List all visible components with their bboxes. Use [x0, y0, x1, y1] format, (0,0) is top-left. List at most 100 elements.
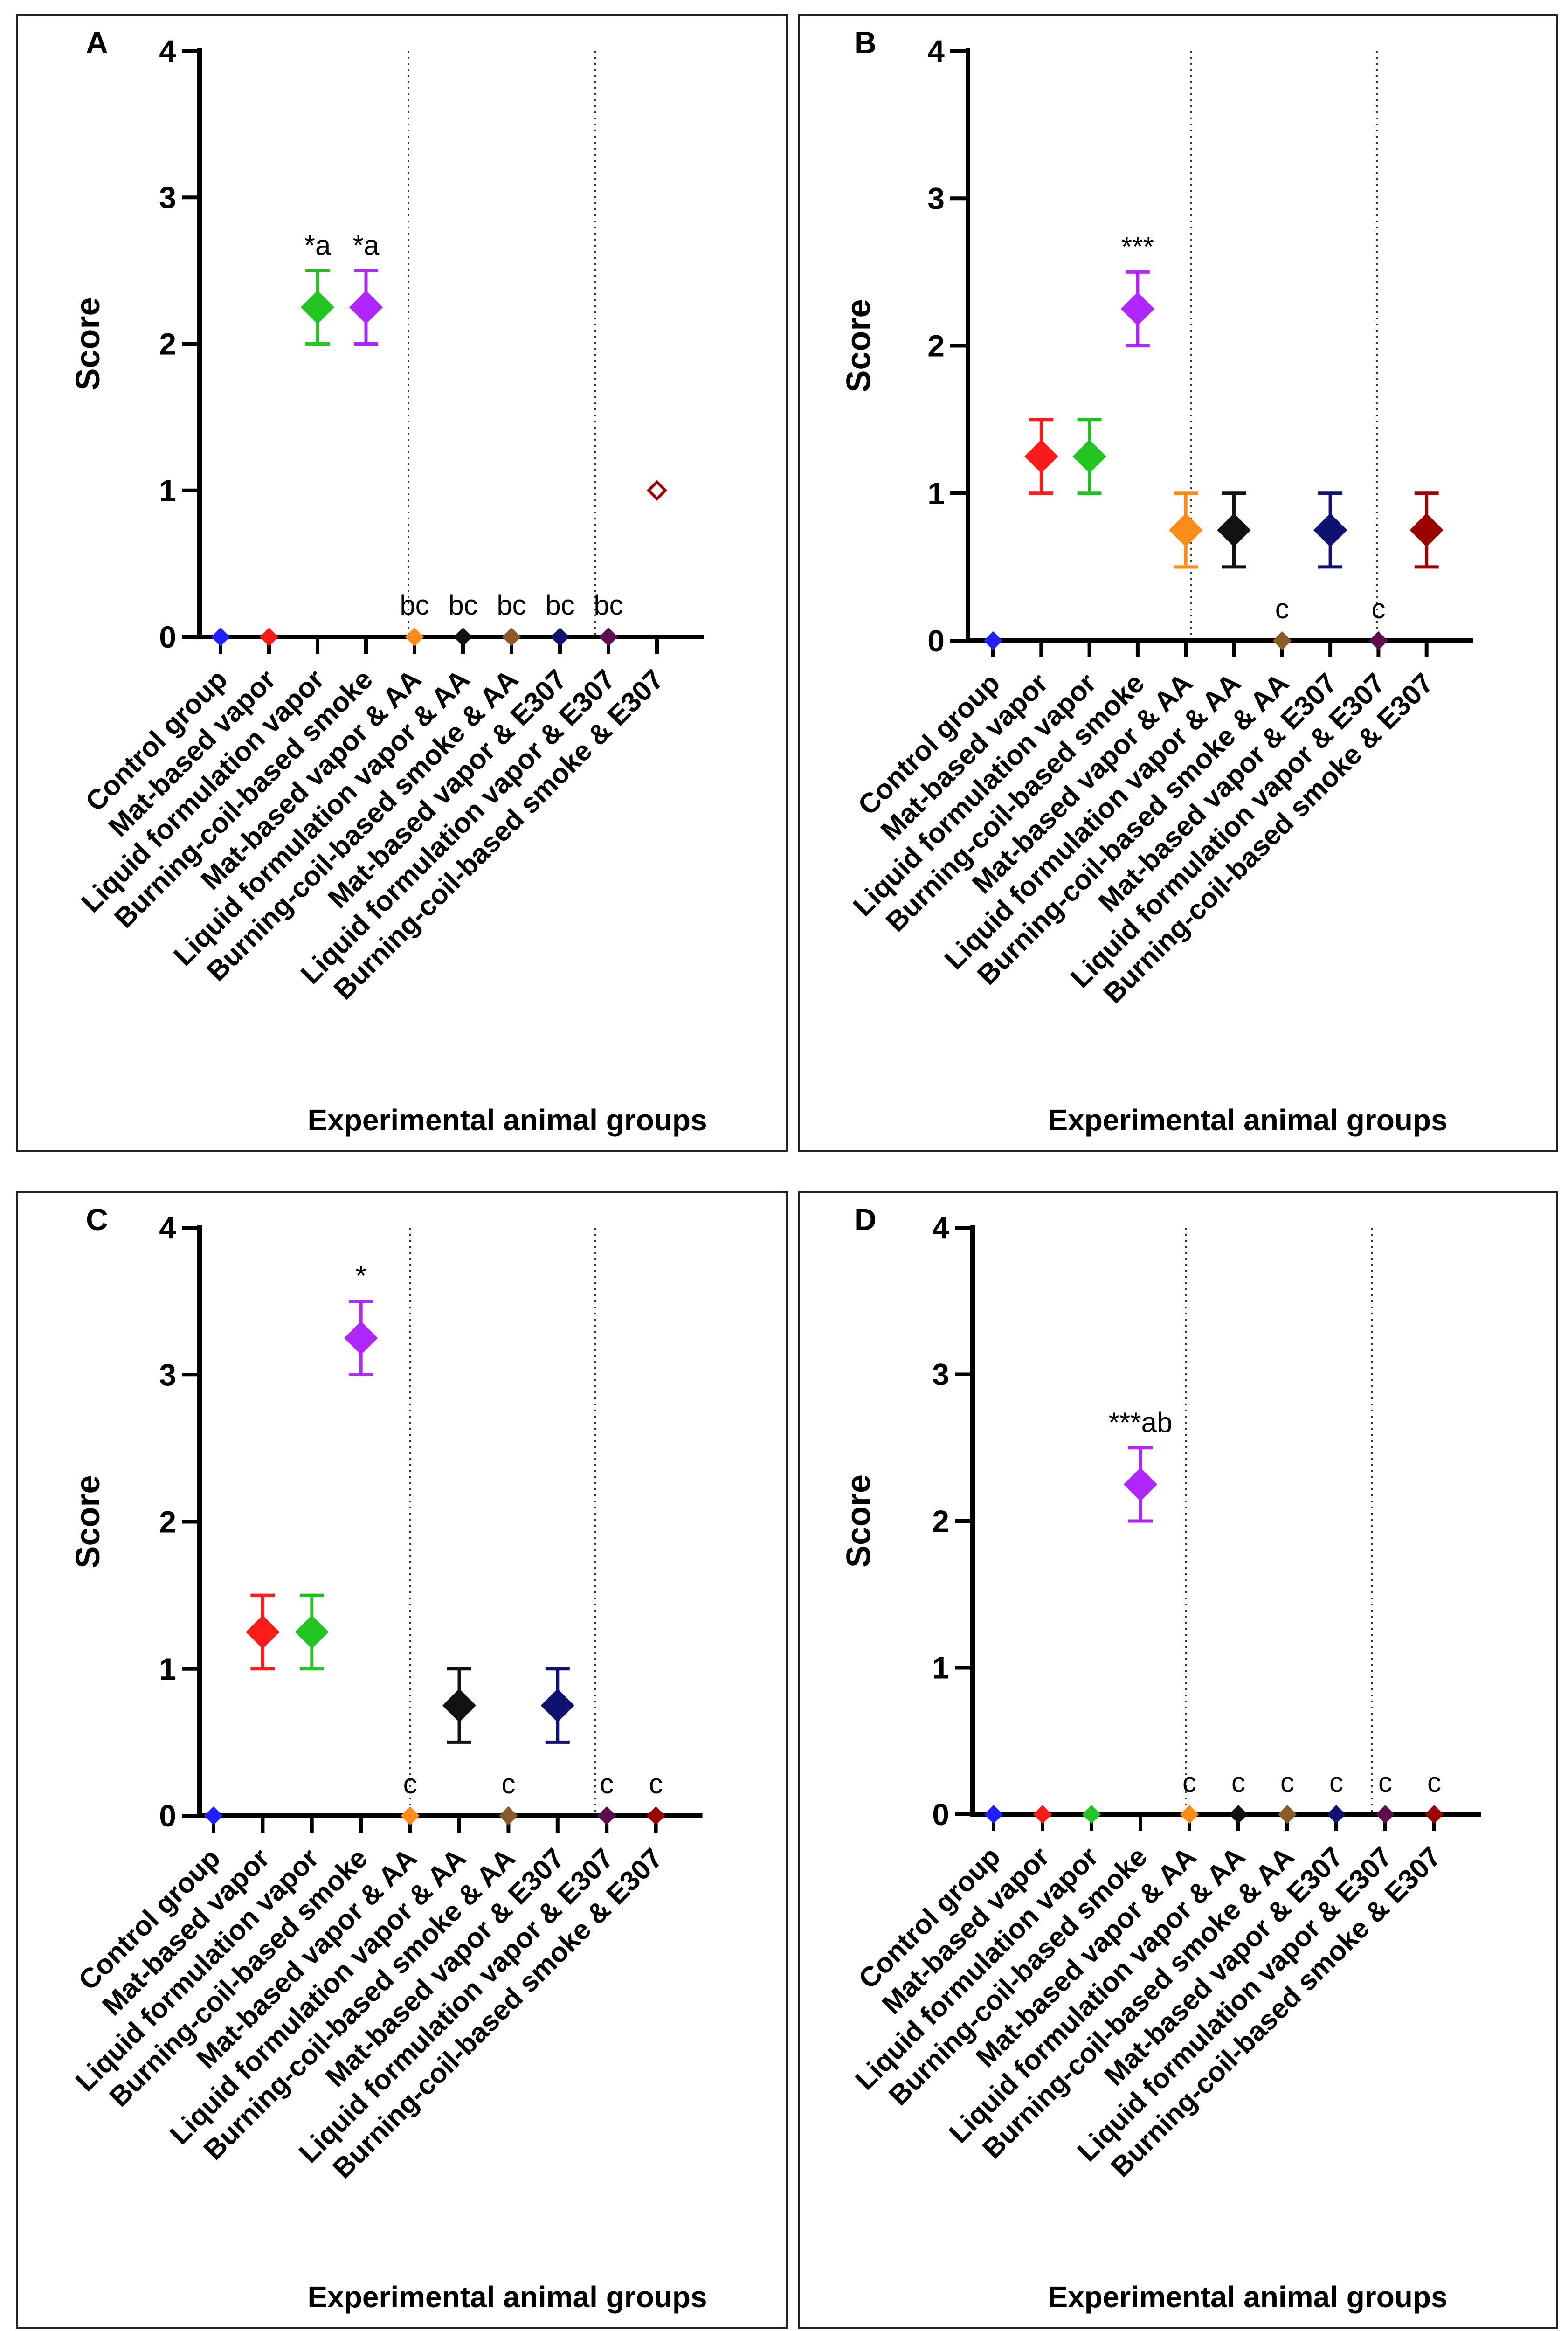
data-point-8 [1375, 1805, 1395, 1824]
y-tick-label-2: 2 [927, 329, 945, 363]
y-tick-label-1: 1 [932, 1651, 949, 1685]
annotation-3: *a [353, 229, 380, 261]
y-tick-label-3: 3 [927, 181, 945, 215]
annotation-4: c [403, 1768, 417, 1799]
y-tick-label-0: 0 [927, 623, 945, 658]
y-tick-label-4: 4 [159, 1210, 176, 1245]
y-tick-label-4: 4 [932, 1210, 949, 1245]
x-axis-title: Experimental animal groups [1048, 1103, 1447, 1137]
data-point-0 [983, 631, 1003, 650]
data-point-1 [1033, 1805, 1052, 1824]
data-point-4 [405, 627, 424, 647]
y-tick-label-1: 1 [159, 473, 176, 508]
data-point-4 [1169, 513, 1203, 547]
data-point-0 [211, 627, 230, 647]
annotation-5: c [1231, 1767, 1245, 1798]
annotation-9: c [649, 1768, 663, 1799]
y-tick-label-2: 2 [159, 1505, 176, 1539]
data-point-8 [1369, 631, 1388, 650]
data-point-5 [442, 1688, 477, 1722]
data-point-3 [344, 1321, 378, 1355]
data-point-8 [597, 1806, 616, 1826]
panel-a-label: A [86, 25, 108, 60]
y-tick-label-4: 4 [927, 34, 945, 68]
y-tick-label-2: 2 [932, 1504, 949, 1538]
data-point-0 [984, 1805, 1003, 1824]
annotation-7: c [1329, 1767, 1343, 1798]
annotation-8: c [1378, 1767, 1392, 1798]
data-point-5 [1229, 1805, 1248, 1824]
x-axis-title: Experimental animal groups [1048, 2280, 1447, 2314]
data-point-2 [300, 290, 335, 325]
panel-b: B 0 1 2 3 4 Score Control group Mat-based vapor L… [798, 14, 1558, 1152]
data-point-9 [1424, 1805, 1444, 1824]
y-axis-title: Score [840, 299, 877, 392]
data-point-3 [1123, 1467, 1158, 1501]
annotation-7: bc [545, 589, 574, 621]
y-tick-label-0: 0 [932, 1797, 949, 1832]
annotation-8: c [600, 1768, 614, 1799]
panel-d-label: D [854, 1202, 877, 1237]
panel-c-label: C [86, 1202, 108, 1237]
annotation-3: ***ab [1109, 1407, 1173, 1438]
y-tick-label-2: 2 [159, 327, 176, 361]
data-point-5 [453, 627, 473, 647]
data-point-4 [401, 1806, 420, 1826]
data-point-2 [1082, 1805, 1101, 1824]
y-tick-label-1: 1 [927, 476, 945, 511]
y-axis-title: Score [69, 1475, 107, 1568]
y-tick-label-1: 1 [159, 1652, 176, 1686]
data-point-9 [646, 1806, 665, 1826]
data-point-1 [1024, 439, 1058, 473]
annotation-6: c [501, 1768, 515, 1799]
x-axis-title: Experimental animal groups [307, 1103, 707, 1137]
annotation-5: bc [448, 589, 477, 621]
y-tick-label-0: 0 [159, 1798, 176, 1833]
annotation-3: * [356, 1260, 366, 1292]
annotation-8: c [1371, 593, 1385, 624]
data-point-0 [204, 1806, 223, 1826]
data-point-8 [599, 627, 618, 647]
panel-c: C 0 1 2 3 4 Score Control group Mat-based vapor L… [16, 1191, 788, 2329]
data-point-7 [1313, 513, 1347, 547]
data-point-9 [1409, 513, 1444, 547]
y-tick-label-3: 3 [932, 1357, 949, 1392]
panel-d: D 0 1 2 3 4 Score Control group Mat-based vapor L… [798, 1191, 1558, 2329]
y-tick-label-3: 3 [159, 180, 176, 214]
panel-b-label: B [854, 25, 877, 60]
annotation-3: *** [1121, 231, 1154, 262]
data-point-3 [1120, 292, 1155, 326]
data-point-1 [246, 1615, 280, 1649]
y-axis-title: Score [840, 1474, 877, 1568]
data-point-2 [1072, 439, 1106, 473]
data-point-6 [499, 1806, 518, 1826]
y-tick-label-3: 3 [159, 1357, 176, 1392]
data-point-5 [1217, 513, 1251, 547]
data-point-6 [1272, 631, 1292, 650]
panel-a: A 0 1 2 3 4 Score Control group Mat-based vapor L… [16, 14, 788, 1152]
y-axis-title: Score [69, 297, 107, 390]
annotation-6: bc [497, 589, 526, 621]
data-point-9 [646, 480, 668, 501]
data-point-7 [550, 627, 570, 647]
data-point-3 [349, 290, 383, 325]
x-axis-title: Experimental animal groups [307, 2280, 707, 2314]
data-point-6 [502, 627, 521, 647]
annotation-4: c [1182, 1767, 1196, 1798]
data-point-1 [259, 627, 279, 647]
y-tick-label-0: 0 [159, 620, 176, 654]
annotation-9: c [1427, 1767, 1441, 1798]
data-point-6 [1278, 1805, 1297, 1824]
data-point-7 [1326, 1805, 1346, 1824]
annotation-8: bc [594, 589, 623, 621]
annotation-6: c [1275, 593, 1289, 624]
data-point-2 [295, 1615, 329, 1649]
annotation-6: c [1280, 1767, 1294, 1798]
data-point-7 [540, 1688, 574, 1722]
annotation-2: *a [304, 229, 331, 261]
y-tick-label-4: 4 [159, 34, 176, 68]
data-point-4 [1180, 1805, 1199, 1824]
